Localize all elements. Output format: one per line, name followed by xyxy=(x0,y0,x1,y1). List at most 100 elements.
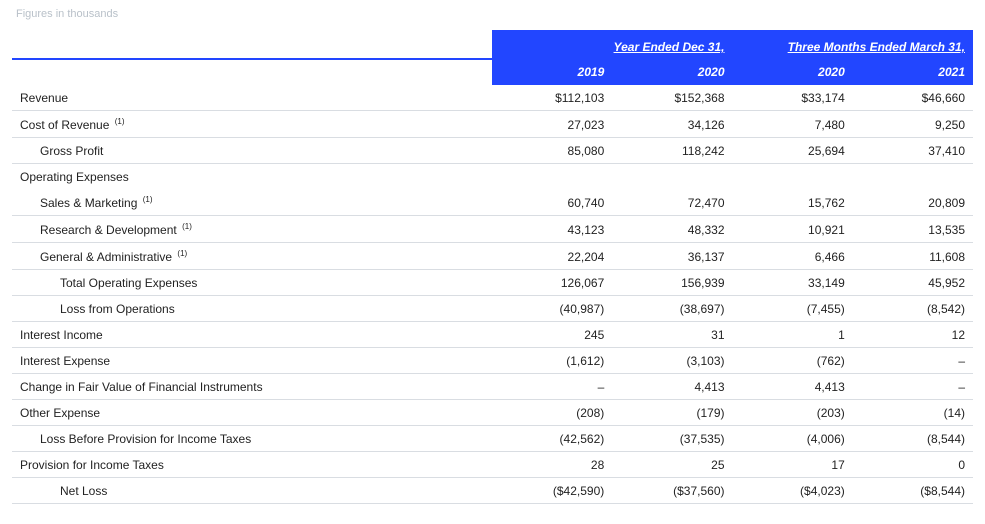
cell-value: 60,740 xyxy=(492,189,612,216)
row-label: General & Administrative (1) xyxy=(12,243,492,270)
cell-value: 17 xyxy=(733,452,853,478)
cell-value: 10,921 xyxy=(733,216,853,243)
cell-value: (3,103) xyxy=(612,348,732,374)
cell-value: 22,204 xyxy=(492,243,612,270)
table-row: Cost of Revenue (1)27,02334,1267,4809,25… xyxy=(12,111,973,138)
cell-value: (179) xyxy=(612,400,732,426)
row-label: Sales & Marketing (1) xyxy=(12,189,492,216)
cell-value: ($8,544) xyxy=(853,478,973,504)
row-label: Loss from Operations xyxy=(12,296,492,322)
cell-value: – xyxy=(853,374,973,400)
cell-value: (40,987) xyxy=(492,296,612,322)
table-row: Research & Development (1)43,12348,33210… xyxy=(12,216,973,243)
row-label: Loss Before Provision for Income Taxes xyxy=(12,426,492,452)
footnote-marker: (1) xyxy=(180,222,192,231)
cell-value: ($37,560) xyxy=(612,478,732,504)
table-row: Loss Before Provision for Income Taxes(4… xyxy=(12,426,973,452)
cell-value: 126,067 xyxy=(492,270,612,296)
table-row: Gross Profit85,080118,24225,69437,410 xyxy=(12,138,973,164)
cell-value: 37,410 xyxy=(853,138,973,164)
cell-value: 31 xyxy=(612,322,732,348)
cell-value: (8,544) xyxy=(853,426,973,452)
cell-value: 1 xyxy=(733,322,853,348)
cell-value: 12 xyxy=(853,322,973,348)
row-label: Gross Profit xyxy=(12,138,492,164)
cell-value: (8,542) xyxy=(853,296,973,322)
cell-value: 25,694 xyxy=(733,138,853,164)
cell-value: 6,466 xyxy=(733,243,853,270)
row-label: Provision for Income Taxes xyxy=(12,452,492,478)
cell-value: (203) xyxy=(733,400,853,426)
cell-value: 36,137 xyxy=(612,243,732,270)
table-row: Sales & Marketing (1)60,74072,47015,7622… xyxy=(12,189,973,216)
row-label: Interest Income xyxy=(12,322,492,348)
table-row: Operating Expenses xyxy=(12,164,973,190)
row-label: Other Expense xyxy=(12,400,492,426)
cell-value: 156,939 xyxy=(612,270,732,296)
cell-value: $46,660 xyxy=(853,85,973,111)
cell-value: 27,023 xyxy=(492,111,612,138)
cell-value: 34,126 xyxy=(612,111,732,138)
header-spacer xyxy=(12,30,492,59)
table-body: Revenue$112,103$152,368$33,174$46,660Cos… xyxy=(12,85,973,504)
cell-value: 85,080 xyxy=(492,138,612,164)
header-spacer xyxy=(12,59,492,85)
table-row: Loss from Operations(40,987)(38,697)(7,4… xyxy=(12,296,973,322)
cell-value: 43,123 xyxy=(492,216,612,243)
header-row-years: 2019 2020 2020 2021 xyxy=(12,59,973,85)
footnote-marker: (1) xyxy=(175,249,187,258)
cell-value: ($4,023) xyxy=(733,478,853,504)
table-row: Net Loss($42,590)($37,560)($4,023)($8,54… xyxy=(12,478,973,504)
table-row: Revenue$112,103$152,368$33,174$46,660 xyxy=(12,85,973,111)
header-group-year: Year Ended Dec 31, xyxy=(492,30,733,59)
cell-value: $152,368 xyxy=(612,85,732,111)
row-label: Net Loss xyxy=(12,478,492,504)
footnote-marker: (1) xyxy=(113,117,125,126)
table-row: Provision for Income Taxes2825170 xyxy=(12,452,973,478)
table-row: Other Expense(208)(179)(203)(14) xyxy=(12,400,973,426)
cell-value: (37,535) xyxy=(612,426,732,452)
cell-value: 45,952 xyxy=(853,270,973,296)
cell-value: – xyxy=(492,374,612,400)
cell-value: (4,006) xyxy=(733,426,853,452)
cell-value: – xyxy=(853,348,973,374)
table-row: Total Operating Expenses126,067156,93933… xyxy=(12,270,973,296)
cell-value: 245 xyxy=(492,322,612,348)
cell-value: 11,608 xyxy=(853,243,973,270)
row-label: Total Operating Expenses xyxy=(12,270,492,296)
cell-value: 9,250 xyxy=(853,111,973,138)
cell-value: ($42,590) xyxy=(492,478,612,504)
header-row-groups: Year Ended Dec 31, Three Months Ended Ma… xyxy=(12,30,973,59)
figures-caption: Figures in thousands xyxy=(0,0,985,30)
row-label: Cost of Revenue (1) xyxy=(12,111,492,138)
col-year-2: 2020 xyxy=(733,59,853,85)
cell-value: 4,413 xyxy=(733,374,853,400)
cell-value: (42,562) xyxy=(492,426,612,452)
cell-value: 48,332 xyxy=(612,216,732,243)
cell-value: 13,535 xyxy=(853,216,973,243)
row-label: Revenue xyxy=(12,85,492,111)
cell-value: (208) xyxy=(492,400,612,426)
cell-value: 118,242 xyxy=(612,138,732,164)
table-row: Interest Income24531112 xyxy=(12,322,973,348)
income-statement-table-wrap: Year Ended Dec 31, Three Months Ended Ma… xyxy=(0,30,985,524)
cell-value: (14) xyxy=(853,400,973,426)
cell-value: (1,612) xyxy=(492,348,612,374)
cell-value: 7,480 xyxy=(733,111,853,138)
income-statement-table: Year Ended Dec 31, Three Months Ended Ma… xyxy=(12,30,973,504)
cell-value: 0 xyxy=(853,452,973,478)
table-row: Change in Fair Value of Financial Instru… xyxy=(12,374,973,400)
col-year-0: 2019 xyxy=(492,59,612,85)
table-row: Interest Expense(1,612)(3,103)(762)– xyxy=(12,348,973,374)
cell-value: $112,103 xyxy=(492,85,612,111)
cell-value: 72,470 xyxy=(612,189,732,216)
cell-value: (762) xyxy=(733,348,853,374)
cell-value xyxy=(733,164,853,190)
cell-value: 25 xyxy=(612,452,732,478)
cell-value: (38,697) xyxy=(612,296,732,322)
cell-value: 33,149 xyxy=(733,270,853,296)
cell-value: (7,455) xyxy=(733,296,853,322)
row-label: Change in Fair Value of Financial Instru… xyxy=(12,374,492,400)
row-label: Operating Expenses xyxy=(12,164,492,190)
cell-value xyxy=(492,164,612,190)
